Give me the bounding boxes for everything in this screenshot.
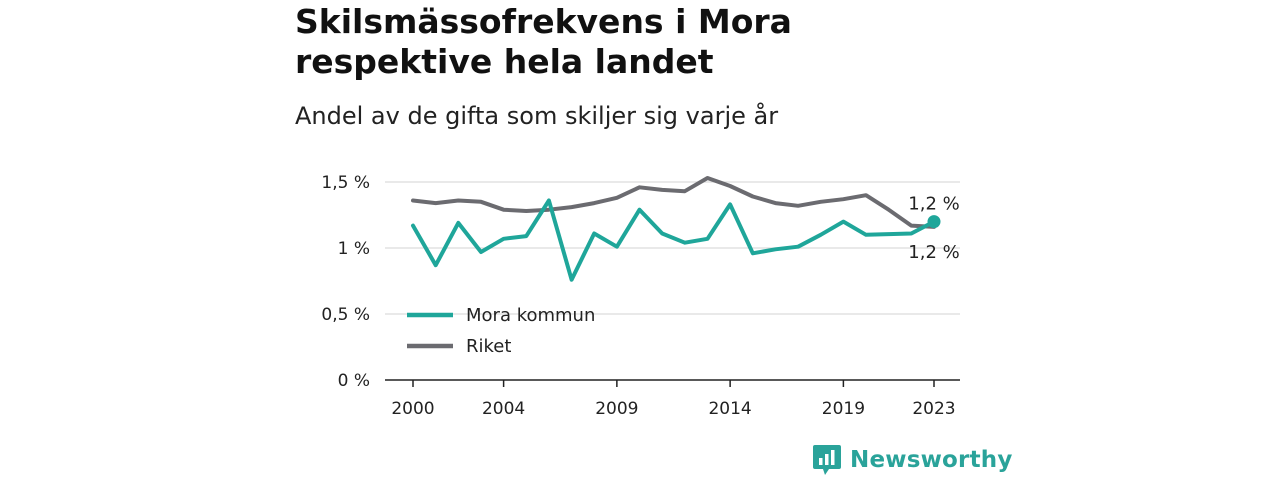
y-axis-ticks: 0 % 0,5 % 1 % 1,5 % xyxy=(321,173,370,391)
brand-name: Newsworthy xyxy=(850,447,1013,473)
end-labels: 1,2 % 1,2 % xyxy=(908,194,959,263)
series-line-mora-kommun xyxy=(411,198,936,282)
x-tick-label: 2009 xyxy=(595,399,638,419)
chart-title: Skilsmässofrekvens i Mora respektive hel… xyxy=(295,2,792,81)
gridlines xyxy=(385,181,960,315)
y-tick-label: 1 % xyxy=(338,239,370,259)
legend-label-mora-kommun: Mora kommun xyxy=(466,305,595,326)
x-tick-label: 2019 xyxy=(822,399,865,419)
newsworthy-logo-icon xyxy=(813,445,841,475)
brand-logo: Newsworthy xyxy=(812,444,1013,476)
x-axis: 2000 2004 2009 2014 2019 2023 xyxy=(385,379,960,419)
series-end-point-mora-kommun xyxy=(927,215,941,229)
end-label-mora-kommun: 1,2 % xyxy=(908,194,959,215)
x-tick-label: 2023 xyxy=(912,399,955,419)
end-label-riket: 1,2 % xyxy=(908,242,959,263)
y-tick-label: 0,5 % xyxy=(321,305,370,325)
y-tick-label: 1,5 % xyxy=(321,173,370,193)
legend: Mora kommun Riket xyxy=(407,305,595,357)
x-tick-label: 2000 xyxy=(391,399,434,419)
series-lines xyxy=(411,176,941,282)
y-tick-label: 0 % xyxy=(338,371,370,391)
series-line-riket xyxy=(411,176,936,229)
x-tick-label: 2004 xyxy=(482,399,525,419)
legend-label-riket: Riket xyxy=(466,336,511,357)
chart-subtitle: Andel av de gifta som skiljer sig varje … xyxy=(295,102,779,130)
x-tick-label: 2014 xyxy=(708,399,751,419)
